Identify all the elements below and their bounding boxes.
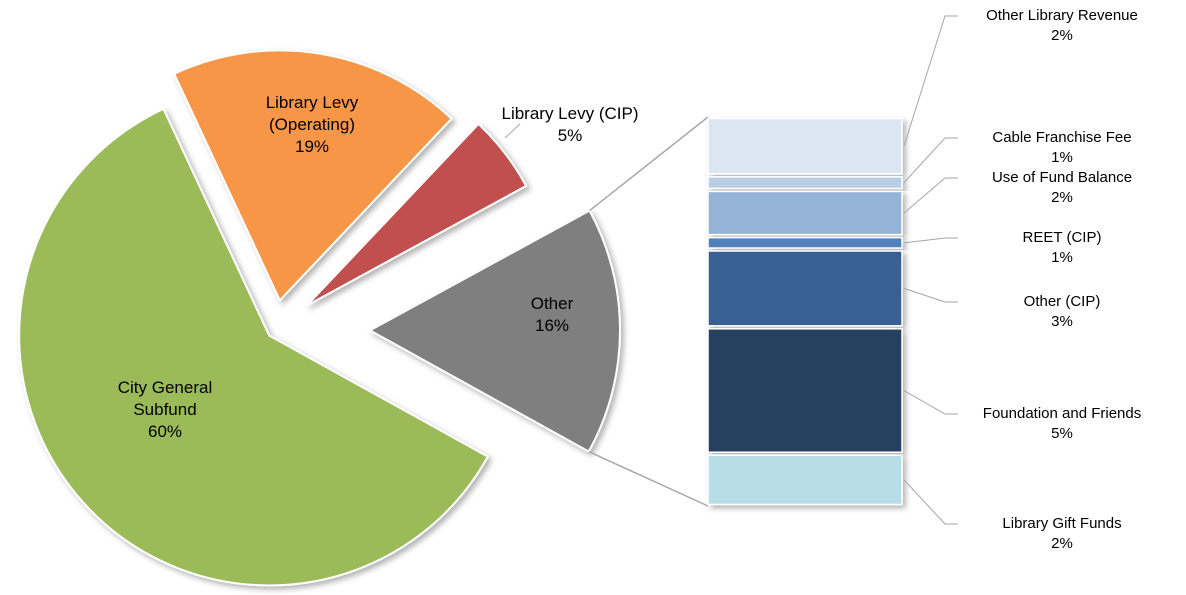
stack-label-name: Use of Fund Balance	[991, 169, 1133, 186]
stack-label-value: 2%	[1051, 189, 1073, 206]
pie-label-name: City General Subfund	[117, 378, 213, 419]
leader-line	[903, 177, 958, 214]
stack-label-name: Foundation and Friends	[982, 405, 1142, 422]
pie-label: Library Levy (CIP) 5%	[500, 103, 640, 147]
stack-segment	[707, 236, 903, 249]
pie-slice	[18, 107, 490, 587]
leader-line	[903, 287, 958, 303]
leader-line	[903, 15, 958, 147]
pie-label: Other 16%	[482, 293, 622, 337]
leader-line	[903, 137, 958, 183]
stack-label: Other (CIP) 3%	[1024, 292, 1101, 332]
pie-label-name: Library Levy (Operating)	[265, 93, 359, 134]
leader-line	[504, 123, 521, 139]
pie-label-value: 16%	[534, 316, 570, 335]
stack-label: Foundation and Friends 5%	[983, 404, 1141, 444]
pie-slice	[367, 209, 621, 453]
stack-label-value: 2%	[1051, 535, 1073, 552]
leader-line	[903, 237, 958, 244]
pie-label-name: Other	[530, 294, 574, 313]
pie-label-name: Library Levy (CIP)	[501, 104, 639, 123]
stack-label-name: Other (CIP)	[1023, 293, 1101, 310]
stack-segment	[707, 250, 903, 327]
stack-label: REET (CIP) 1%	[1023, 228, 1102, 268]
leader-line	[903, 479, 958, 525]
stack-label-value: 1%	[1051, 249, 1073, 266]
connector	[588, 450, 709, 507]
stack-segment	[707, 328, 903, 453]
stack-label-value: 2%	[1051, 27, 1073, 44]
pie-label: City General Subfund 60%	[95, 377, 235, 443]
stack-label-value: 3%	[1051, 313, 1073, 330]
stack-label-value: 5%	[1051, 425, 1073, 442]
stack-label-name: Library Gift Funds	[1002, 515, 1122, 532]
pie-label-value: 19%	[294, 137, 330, 156]
stack-label-name: REET (CIP)	[1022, 229, 1102, 246]
stack-label: Library Gift Funds 2%	[1002, 514, 1121, 554]
stack-label-name: Other Library Revenue	[986, 7, 1138, 24]
pie-slice	[172, 49, 453, 303]
stack-label: Other Library Revenue 2%	[986, 6, 1138, 46]
stack-segment	[707, 117, 903, 175]
stack-segment	[707, 176, 903, 190]
stack-label: Use of Fund Balance 2%	[992, 168, 1132, 208]
stack-label: Cable Franchise Fee 1%	[992, 128, 1131, 168]
pie-label-value: 60%	[147, 422, 183, 441]
stack-label-name: Cable Franchise Fee	[992, 129, 1132, 146]
stack-segment	[707, 454, 903, 506]
stack-segment	[707, 190, 903, 236]
connector	[589, 116, 709, 212]
leader-line	[903, 390, 958, 415]
stack-label-value: 1%	[1051, 149, 1073, 166]
pie-label-value: 5%	[557, 126, 583, 145]
pie-label: Library Levy (Operating) 19%	[242, 92, 382, 158]
pie-slice	[305, 122, 528, 307]
